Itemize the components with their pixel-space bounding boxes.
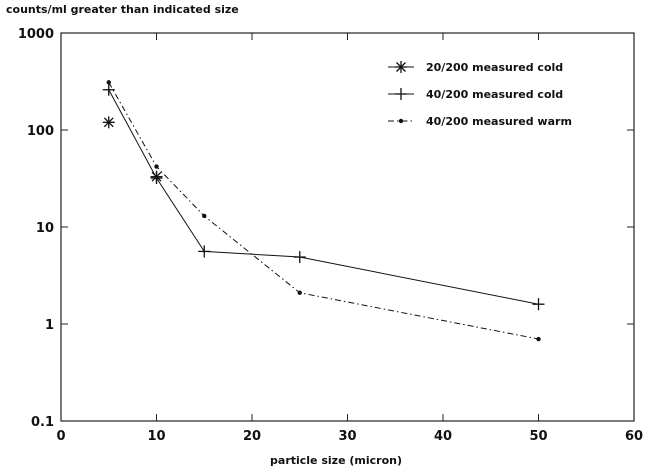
x-tick-label: 30 bbox=[338, 429, 356, 444]
legend-item: 40/200 measured warm bbox=[388, 115, 572, 128]
y-tick-label: 100 bbox=[27, 124, 54, 139]
series-3 bbox=[106, 80, 541, 342]
y-tick-label: 1 bbox=[45, 318, 54, 333]
y-tick-label: 0.1 bbox=[31, 415, 54, 430]
legend-item: 40/200 measured cold bbox=[388, 88, 563, 101]
x-tick-label: 60 bbox=[625, 429, 643, 444]
data-point bbox=[102, 116, 115, 129]
legend-label: 40/200 measured warm bbox=[426, 115, 572, 128]
x-axis-title: particle size (micron) bbox=[270, 454, 402, 466]
y-axis-title: counts/ml greater than indicated size bbox=[6, 3, 239, 16]
data-point bbox=[150, 172, 163, 185]
data-point bbox=[106, 80, 111, 85]
data-point bbox=[532, 298, 545, 311]
legend: 20/200 measured cold 40/200 measured cold… bbox=[388, 61, 572, 128]
y-tick-label: 1000 bbox=[18, 27, 54, 42]
x-tick-label: 0 bbox=[56, 429, 65, 444]
x-tick-label: 20 bbox=[243, 429, 261, 444]
plot-area: 0 10 20 30 40 50 60 0.1 1 10 100 1000 20/200 measure… bbox=[18, 27, 643, 444]
legend-item: 20/200 measured cold bbox=[388, 61, 563, 74]
data-point bbox=[202, 213, 207, 219]
data-point bbox=[154, 164, 159, 169]
legend-marker bbox=[398, 118, 404, 124]
y-tick-label: 10 bbox=[36, 221, 54, 236]
legend-label: 40/200 measured cold bbox=[426, 88, 563, 101]
legend-label: 20/200 measured cold bbox=[426, 61, 563, 74]
x-tick-label: 50 bbox=[529, 429, 547, 444]
legend-marker bbox=[395, 61, 407, 73]
data-point bbox=[102, 83, 115, 96]
x-tick-label: 10 bbox=[147, 429, 165, 444]
x-tick-label: 40 bbox=[434, 429, 452, 444]
data-point bbox=[297, 290, 302, 295]
series-2 bbox=[102, 83, 545, 311]
legend-marker bbox=[395, 88, 407, 100]
data-point bbox=[293, 251, 306, 264]
data-point bbox=[536, 336, 541, 342]
data-point bbox=[198, 245, 211, 258]
